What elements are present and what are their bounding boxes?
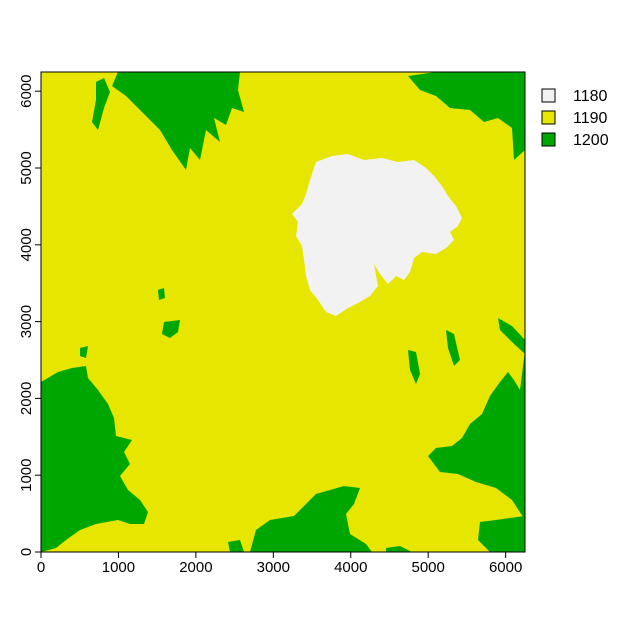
legend: 1180 1190 1200 [541,88,609,149]
low-elevation-region [292,154,462,316]
region-top-right [408,72,525,160]
region-right-top-strip [498,318,525,354]
region-bottom-left-small [228,540,244,552]
y-tick-label: 4000 [18,228,35,261]
y-tick-label: 6000 [18,75,35,108]
legend-swatch [541,88,556,103]
region-bottom-right-small [386,546,412,552]
region-left-small-top [80,346,88,358]
legend-label: 1180 [573,88,608,105]
x-tick-label: 4000 [334,559,367,576]
y-tick-label: 0 [18,548,35,556]
x-tick-label: 1000 [102,559,135,576]
y-axis: 0 1000 2000 3000 4000 5000 6000 [18,75,41,556]
region-left [41,366,148,552]
region-center-small [162,320,180,338]
x-tick-label: 5000 [412,559,445,576]
region-bottom-right [478,516,525,552]
x-tick-label: 2000 [179,559,212,576]
legend-label: 1200 [573,132,609,149]
x-tick-label: 3000 [257,559,290,576]
region-right [428,350,525,520]
region-bottom-center [250,486,372,552]
region-right-spike-b [446,330,460,366]
y-tick-label: 2000 [18,382,35,415]
y-tick-label: 1000 [18,459,35,492]
y-tick-label: 3000 [18,305,35,338]
legend-label: 1190 [573,110,608,127]
plot-frame [40,71,526,553]
region-center-dot [158,288,165,300]
y-tick-label: 5000 [18,151,35,184]
high-elevation-regions [41,72,525,552]
legend-swatch [541,132,556,147]
legend-swatch [541,110,556,125]
region-right-spike-a [408,350,420,384]
x-tick-label: 6000 [489,559,522,576]
region-top-center [112,72,244,170]
x-tick-label: 0 [37,559,45,576]
region-top-left-spike [92,78,110,130]
x-axis: 0 1000 2000 3000 4000 5000 6000 [37,552,522,576]
